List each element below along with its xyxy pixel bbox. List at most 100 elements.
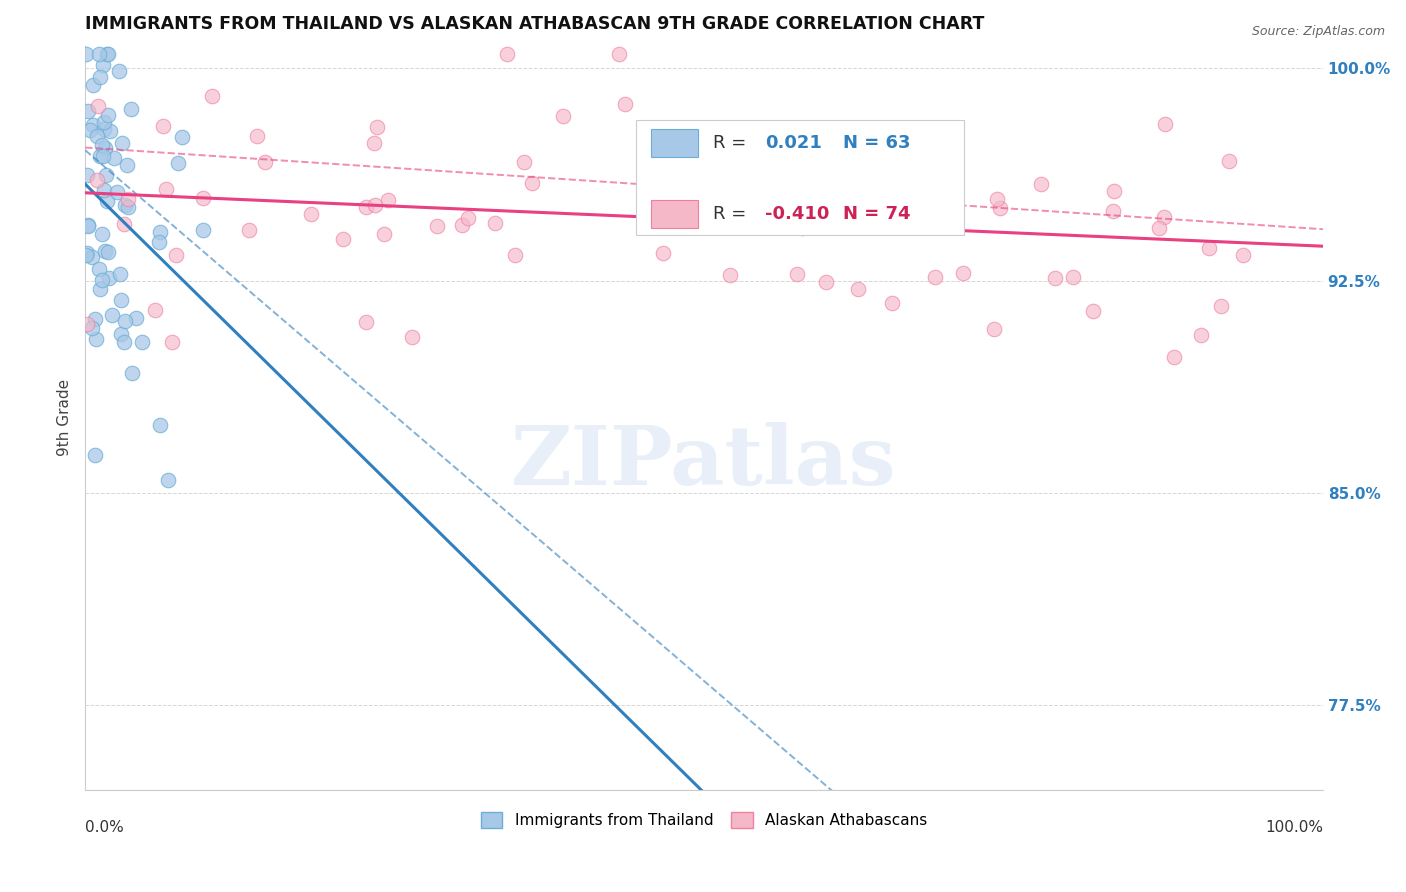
Point <box>1147 220 1170 235</box>
Point <box>1031 178 1053 192</box>
Point <box>120 102 142 116</box>
Point <box>520 177 543 191</box>
Text: 100.0%: 100.0% <box>1265 820 1323 835</box>
Point <box>80 321 103 335</box>
Text: ZIPatlas: ZIPatlas <box>512 423 897 502</box>
Point <box>815 275 838 289</box>
Point <box>86 99 108 113</box>
Point <box>986 192 1008 206</box>
Point <box>91 58 114 72</box>
Point <box>551 109 574 123</box>
Text: N = 74: N = 74 <box>842 205 910 223</box>
FancyBboxPatch shape <box>636 120 965 235</box>
Point <box>121 366 143 380</box>
Point <box>96 47 118 62</box>
Point <box>89 282 111 296</box>
Point <box>1198 241 1220 255</box>
Point <box>201 89 224 103</box>
Point <box>1081 304 1104 318</box>
Point <box>875 201 897 215</box>
Point <box>114 198 136 212</box>
Point <box>117 200 139 214</box>
Point <box>638 143 661 157</box>
Point <box>79 123 101 137</box>
Point <box>114 314 136 328</box>
Point <box>112 217 135 231</box>
Point <box>983 322 1005 336</box>
Point <box>503 248 526 262</box>
Point <box>110 293 132 308</box>
Point <box>112 334 135 349</box>
Point <box>75 47 97 62</box>
Point <box>661 194 683 208</box>
FancyBboxPatch shape <box>651 200 697 228</box>
Point <box>157 474 180 488</box>
Point <box>103 151 125 165</box>
Point <box>93 183 115 197</box>
Point <box>401 329 423 343</box>
Point <box>86 129 108 144</box>
Point <box>457 211 479 225</box>
Point <box>426 219 449 233</box>
Point <box>191 191 214 205</box>
Point <box>152 119 174 133</box>
Point <box>89 70 111 85</box>
Point <box>830 193 852 207</box>
Point <box>1102 184 1125 198</box>
Point <box>513 154 536 169</box>
Point <box>1218 154 1240 169</box>
Point <box>1163 350 1185 364</box>
Point <box>91 137 114 152</box>
Point <box>873 153 896 168</box>
Point <box>366 120 388 134</box>
Point <box>148 225 170 239</box>
Point <box>1101 203 1123 218</box>
Point <box>94 244 117 258</box>
Point <box>299 207 322 221</box>
Point <box>84 333 107 347</box>
Point <box>924 269 946 284</box>
Point <box>96 194 118 208</box>
Point <box>97 108 120 122</box>
Point <box>86 172 108 186</box>
Point <box>97 47 120 62</box>
Point <box>148 235 170 249</box>
Point <box>111 136 134 151</box>
Legend: Immigrants from Thailand, Alaskan Athabascans: Immigrants from Thailand, Alaskan Athaba… <box>475 806 934 834</box>
Point <box>790 221 813 235</box>
Point <box>100 308 122 322</box>
Point <box>93 114 115 128</box>
Point <box>744 208 766 222</box>
Point <box>107 64 129 78</box>
Point <box>167 155 190 169</box>
Point <box>165 248 187 262</box>
Text: R =: R = <box>713 205 752 223</box>
Point <box>93 122 115 136</box>
Point <box>1232 248 1254 262</box>
Point <box>846 282 869 296</box>
Point <box>75 248 97 262</box>
Point <box>730 204 752 219</box>
Point <box>110 327 132 342</box>
Point <box>170 130 193 145</box>
Text: N = 63: N = 63 <box>842 134 910 153</box>
Point <box>354 200 377 214</box>
Y-axis label: 9th Grade: 9th Grade <box>58 379 72 457</box>
Point <box>882 296 904 310</box>
Point <box>98 271 121 285</box>
Text: -0.410: -0.410 <box>765 205 830 223</box>
Point <box>84 448 107 462</box>
Point <box>77 219 100 234</box>
Point <box>786 267 808 281</box>
Point <box>91 273 114 287</box>
Point <box>450 218 472 232</box>
Point <box>91 149 114 163</box>
Point <box>108 268 131 282</box>
Point <box>90 227 112 242</box>
Point <box>131 335 153 350</box>
Point <box>117 192 139 206</box>
Point <box>160 335 183 350</box>
Point <box>105 185 128 199</box>
Point <box>125 310 148 325</box>
Point <box>673 149 696 163</box>
